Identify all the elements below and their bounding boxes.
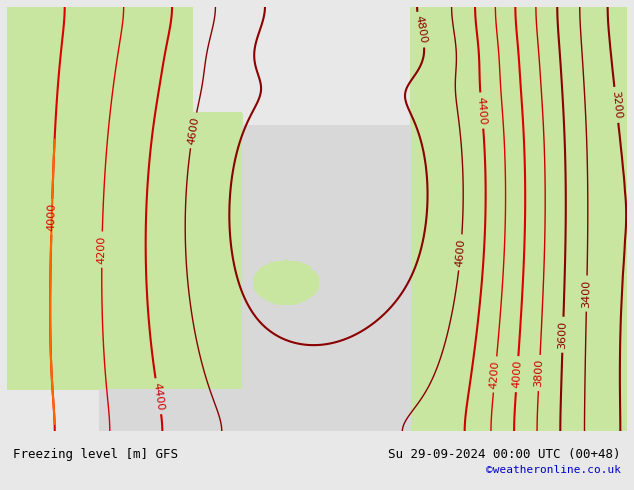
Text: 3600: 3600 <box>557 320 568 349</box>
Text: 3400: 3400 <box>581 279 592 308</box>
Text: 4400: 4400 <box>476 96 488 125</box>
Text: 3200: 3200 <box>610 90 623 120</box>
Text: 4400: 4400 <box>152 382 165 411</box>
Text: 4200: 4200 <box>489 360 501 389</box>
Text: Su 29-09-2024 00:00 UTC (00+48): Su 29-09-2024 00:00 UTC (00+48) <box>389 448 621 461</box>
Text: Freezing level [m] GFS: Freezing level [m] GFS <box>13 448 178 461</box>
Text: 4200: 4200 <box>97 235 107 264</box>
Text: ©weatheronline.co.uk: ©weatheronline.co.uk <box>486 465 621 475</box>
Text: 4600: 4600 <box>186 116 200 145</box>
Text: 4800: 4800 <box>413 15 429 45</box>
Text: 3800: 3800 <box>534 359 545 387</box>
Text: 4000: 4000 <box>511 360 523 389</box>
Text: 4600: 4600 <box>455 238 467 267</box>
Text: 4000: 4000 <box>46 203 57 231</box>
